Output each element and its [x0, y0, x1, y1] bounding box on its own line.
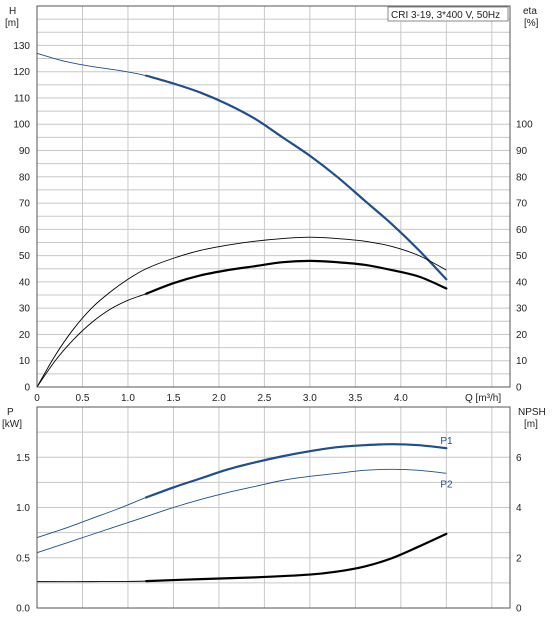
y-left-tick-label: 70 [19, 199, 31, 210]
y-right-tick-label: 60 [516, 225, 528, 236]
series-eta-upper-line [36, 236, 447, 388]
bottom-y-left-unit: [kW] [2, 419, 22, 430]
series-p1-line [36, 443, 447, 539]
y-right-tick-label: 20 [516, 330, 528, 341]
top-y-left-unit: [m] [5, 18, 19, 29]
y-left-tick-label: 50 [19, 251, 31, 262]
y-right-tick-label: 70 [516, 199, 528, 210]
y-right-tick-label: 40 [516, 277, 528, 288]
x-tick-label: 0 [34, 393, 40, 404]
x-tick-label: 2.5 [257, 393, 271, 404]
y-right-tick-label: 0 [516, 604, 522, 615]
bottom-plot-frame [36, 406, 511, 609]
y-right-tick-label: 50 [516, 251, 528, 262]
y-right-tick-label: 10 [516, 356, 528, 367]
top-grid [37, 6, 510, 387]
x-tick-label: 2.0 [212, 393, 226, 404]
y-left-tick-label: 90 [19, 146, 31, 157]
y-left-tick-label: 1.5 [16, 453, 30, 464]
top-panel: 0 0.5 1.0 1.5 2.0 2.5 3.0 3.5 4.0 0 10 20 30 40 50 60 70… [5, 5, 539, 404]
y-right-tick-label: 6 [516, 453, 522, 464]
top-series [36, 52, 448, 388]
y-left-tick-label: 30 [19, 304, 31, 315]
x-tick-label: 1.0 [121, 393, 135, 404]
bottom-y-right-unit: [m] [524, 419, 538, 430]
y-left-tick-label: 100 [13, 120, 30, 131]
bottom-y-right-symbol: NPSH [518, 407, 546, 418]
y-left-tick-label: 130 [13, 41, 30, 52]
y-right-tick-label: 0 [516, 383, 522, 394]
y-right-tick-label: 90 [516, 146, 528, 157]
series-h-line [36, 52, 447, 280]
top-x-label: Q [m³/h] [465, 393, 501, 404]
top-plot-frame [36, 5, 511, 388]
x-tick-label: 3.0 [303, 393, 317, 404]
legend-box [387, 6, 509, 22]
series-npsh-operating-range [145, 532, 448, 583]
x-tick-label: 1.5 [166, 393, 180, 404]
bottom-ticks: 0.0 0.5 1.0 1.5 0 2 4 6 [16, 453, 522, 615]
y-left-tick-label: 110 [14, 93, 30, 104]
bottom-series: P1 P2 [36, 436, 453, 583]
series-eta-lower-operating-range [145, 259, 448, 295]
y-right-tick-label: 2 [516, 553, 522, 564]
x-tick-label: 0.5 [76, 393, 90, 404]
y-left-tick-label: 40 [19, 277, 31, 288]
y-left-tick-label: 10 [19, 356, 31, 367]
y-left-tick-label: 20 [19, 330, 31, 341]
y-right-tick-label: 4 [516, 503, 522, 514]
y-left-tick-label: 80 [19, 172, 31, 183]
y-right-tick-label: 100 [516, 120, 533, 131]
bottom-grid [37, 407, 510, 608]
series-label-p2: P2 [440, 479, 453, 490]
series-eta-lower-line [36, 260, 447, 388]
top-y-right-symbol: eta [523, 6, 537, 17]
series-p2-line [36, 468, 447, 554]
top-y-right-unit: [%] [524, 18, 539, 29]
series-h-operating-range [145, 74, 448, 281]
bottom-panel: P1 P2 0.0 0.5 1.0 1.5 0 2 4 6 P [kW] NPSH [m] [2, 406, 546, 615]
y-left-tick-label: 120 [13, 67, 30, 78]
y-left-tick-label: 1.0 [16, 503, 30, 514]
series-label-p1: P1 [440, 436, 453, 447]
top-ticks: 0 0.5 1.0 1.5 2.0 2.5 3.0 3.5 4.0 0 10 20 30 40 50 60 70… [13, 41, 533, 404]
series-p1-operating-range [145, 443, 448, 499]
top-y-left-symbol: H [9, 6, 16, 17]
y-left-tick-label: 0.5 [16, 553, 30, 564]
y-left-tick-label: 0 [24, 383, 30, 394]
y-left-tick-label: 0.0 [16, 604, 30, 615]
bottom-y-left-symbol: P [7, 407, 14, 418]
y-right-tick-label: 80 [516, 172, 528, 183]
x-tick-label: 4.0 [394, 393, 408, 404]
y-left-tick-label: 60 [19, 225, 31, 236]
x-tick-label: 3.5 [348, 393, 362, 404]
y-right-tick-label: 30 [516, 304, 528, 315]
legend-box-text: CRI 3-19, 3*400 V, 50Hz [391, 10, 500, 21]
